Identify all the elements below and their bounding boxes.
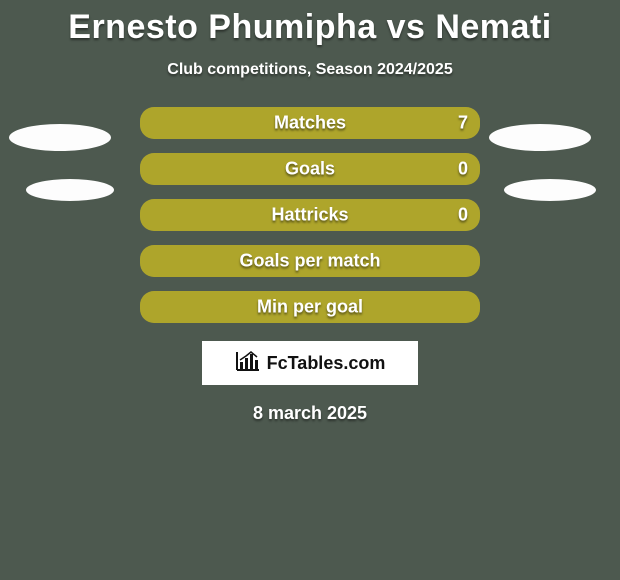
stat-value: 0 bbox=[458, 205, 468, 226]
stat-row: Min per goal bbox=[0, 291, 620, 323]
stat-bar-fill bbox=[140, 291, 480, 323]
decorative-ellipse bbox=[502, 177, 598, 203]
stat-bar-fill bbox=[140, 107, 480, 139]
decorative-ellipse bbox=[24, 177, 116, 203]
stat-row: Goals per match bbox=[0, 245, 620, 277]
date-text: 8 march 2025 bbox=[0, 403, 620, 424]
comparison-infographic: Ernesto Phumipha vs Nemati Club competit… bbox=[0, 0, 620, 580]
decorative-ellipse bbox=[487, 122, 593, 153]
stat-bar: Goals0 bbox=[140, 153, 480, 185]
decorative-ellipse bbox=[7, 122, 113, 153]
page-subtitle: Club competitions, Season 2024/2025 bbox=[0, 61, 620, 79]
stat-bar: Hattricks0 bbox=[140, 199, 480, 231]
stat-bar-fill bbox=[140, 153, 480, 185]
page-title: Ernesto Phumipha vs Nemati bbox=[0, 0, 620, 47]
stat-bar-fill bbox=[140, 245, 480, 277]
stat-row: Hattricks0 bbox=[0, 199, 620, 231]
stat-value: 7 bbox=[458, 113, 468, 134]
stat-bar-fill bbox=[140, 199, 480, 231]
brand-badge: FcTables.com bbox=[202, 341, 418, 385]
stat-bar: Goals per match bbox=[140, 245, 480, 277]
stat-value: 0 bbox=[458, 159, 468, 180]
brand-text: FcTables.com bbox=[267, 353, 386, 374]
stat-bar: Min per goal bbox=[140, 291, 480, 323]
bar-chart-icon bbox=[235, 350, 261, 377]
stat-bar: Matches7 bbox=[140, 107, 480, 139]
